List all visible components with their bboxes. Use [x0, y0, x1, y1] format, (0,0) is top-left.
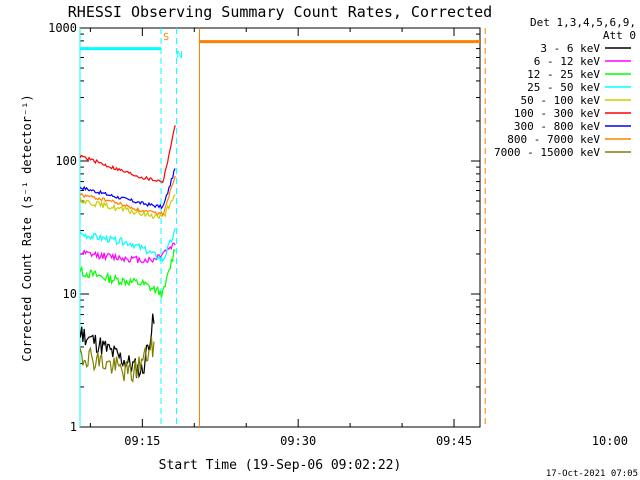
- x-tick-label: 09:15: [124, 434, 160, 448]
- y-tick-label: 1: [70, 420, 77, 434]
- legend-header: Det 1,3,4,5,6,9,: [530, 16, 636, 29]
- series-line: [80, 175, 176, 217]
- flag-annotation: S: [163, 32, 169, 43]
- y-tick-label: 100: [55, 154, 77, 168]
- y-axis-label: Corrected Count Rate (s⁻¹ detector⁻¹): [20, 94, 34, 361]
- plot-area: 110100100009:1509:3009:4510:0010:1510:30…: [48, 21, 628, 448]
- y-tick-label: 10: [63, 287, 77, 301]
- y-tick-label: 1000: [48, 21, 77, 35]
- series-line: [80, 194, 176, 220]
- series-line: [80, 228, 176, 263]
- series-line: [80, 168, 176, 210]
- chart-title: RHESSI Observing Summary Count Rates, Co…: [68, 3, 492, 21]
- legend-label: 7000 - 15000 keV: [494, 146, 600, 159]
- series-line: [80, 248, 176, 298]
- legend-label: 800 - 7000 keV: [507, 133, 600, 146]
- series-line: [80, 125, 176, 184]
- legend-label: 3 - 6 keV: [540, 42, 600, 55]
- legend-label: 300 - 800 keV: [514, 120, 600, 133]
- legend-label: 12 - 25 keV: [527, 68, 600, 81]
- legend-label: 6 - 12 keV: [534, 55, 601, 68]
- flag-annotation: N: [177, 50, 183, 61]
- legend-label: 100 - 300 keV: [514, 107, 600, 120]
- legend-header: Att 0: [603, 29, 636, 42]
- legend-label: 25 - 50 keV: [527, 81, 600, 94]
- x-tick-label: 09:45: [436, 434, 472, 448]
- x-tick-label: 10:00: [592, 434, 628, 448]
- x-tick-label: 09:30: [280, 434, 316, 448]
- x-axis-label: Start Time (19-Sep-06 09:02:22): [159, 458, 402, 473]
- footer-timestamp: 17-Oct-2021 07:05: [546, 469, 638, 479]
- series-line: [80, 337, 155, 383]
- series-line: [80, 242, 176, 264]
- legend-label: 50 - 100 keV: [521, 94, 601, 107]
